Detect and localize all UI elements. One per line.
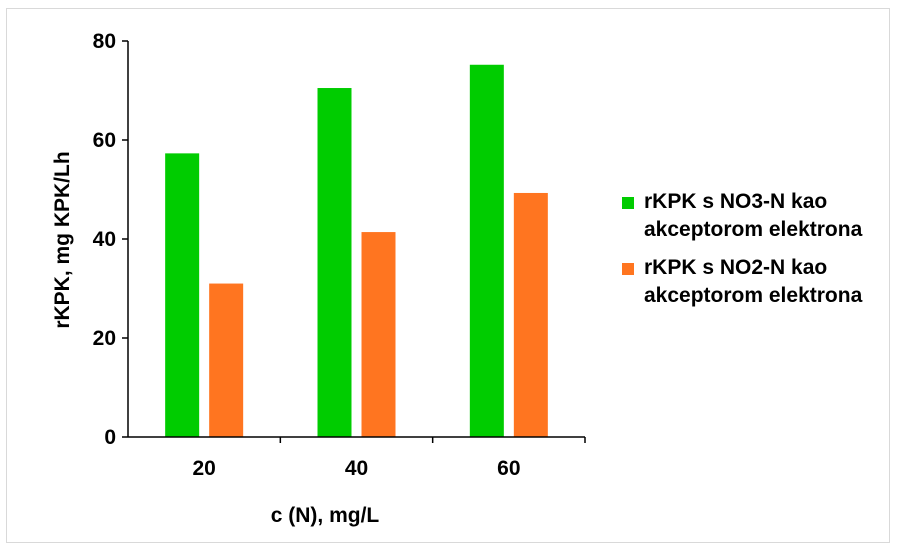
y-axis-label: rKPK, mg KPK/Lh	[51, 151, 74, 328]
y-tick-label: 40	[93, 228, 116, 251]
x-tick-label: 60	[497, 457, 520, 480]
bar-no3-20	[165, 153, 200, 438]
x-tick-label: 40	[345, 457, 368, 480]
x-ticks: 20 40 60	[192, 437, 586, 480]
y-tick-label: 20	[93, 327, 116, 350]
bar-no2-40	[361, 232, 396, 437]
x-axis-label: c (N), mg/L	[271, 504, 380, 527]
bar-no2-60	[513, 192, 548, 437]
chart-frame	[6, 8, 890, 543]
y-tick-label: 60	[93, 129, 116, 152]
legend-label-no3: rKPK s NO3-N kao akceptorom elektrona	[644, 190, 863, 241]
legend-item-no2: rKPK s NO2-N kao akceptorom elektrona	[622, 254, 882, 310]
bar-no2-20	[209, 283, 244, 437]
y-tick-label: 80	[93, 30, 116, 53]
bar-no3-40	[317, 88, 352, 438]
bars-layer	[165, 64, 548, 438]
legend-item-no3: rKPK s NO3-N kao akceptorom elektrona	[622, 188, 882, 244]
legend: rKPK s NO3-N kao akceptorom elektrona rK…	[622, 188, 882, 320]
legend-swatch-no3	[622, 197, 634, 209]
y-tick-label: 0	[104, 426, 116, 449]
y-ticks: 0 20 40 60 80	[93, 30, 128, 449]
legend-swatch-no2	[622, 263, 634, 275]
x-tick-label: 20	[192, 457, 215, 480]
bar-no3-60	[469, 64, 504, 437]
legend-label-no2: rKPK s NO2-N kao akceptorom elektrona	[644, 256, 863, 307]
